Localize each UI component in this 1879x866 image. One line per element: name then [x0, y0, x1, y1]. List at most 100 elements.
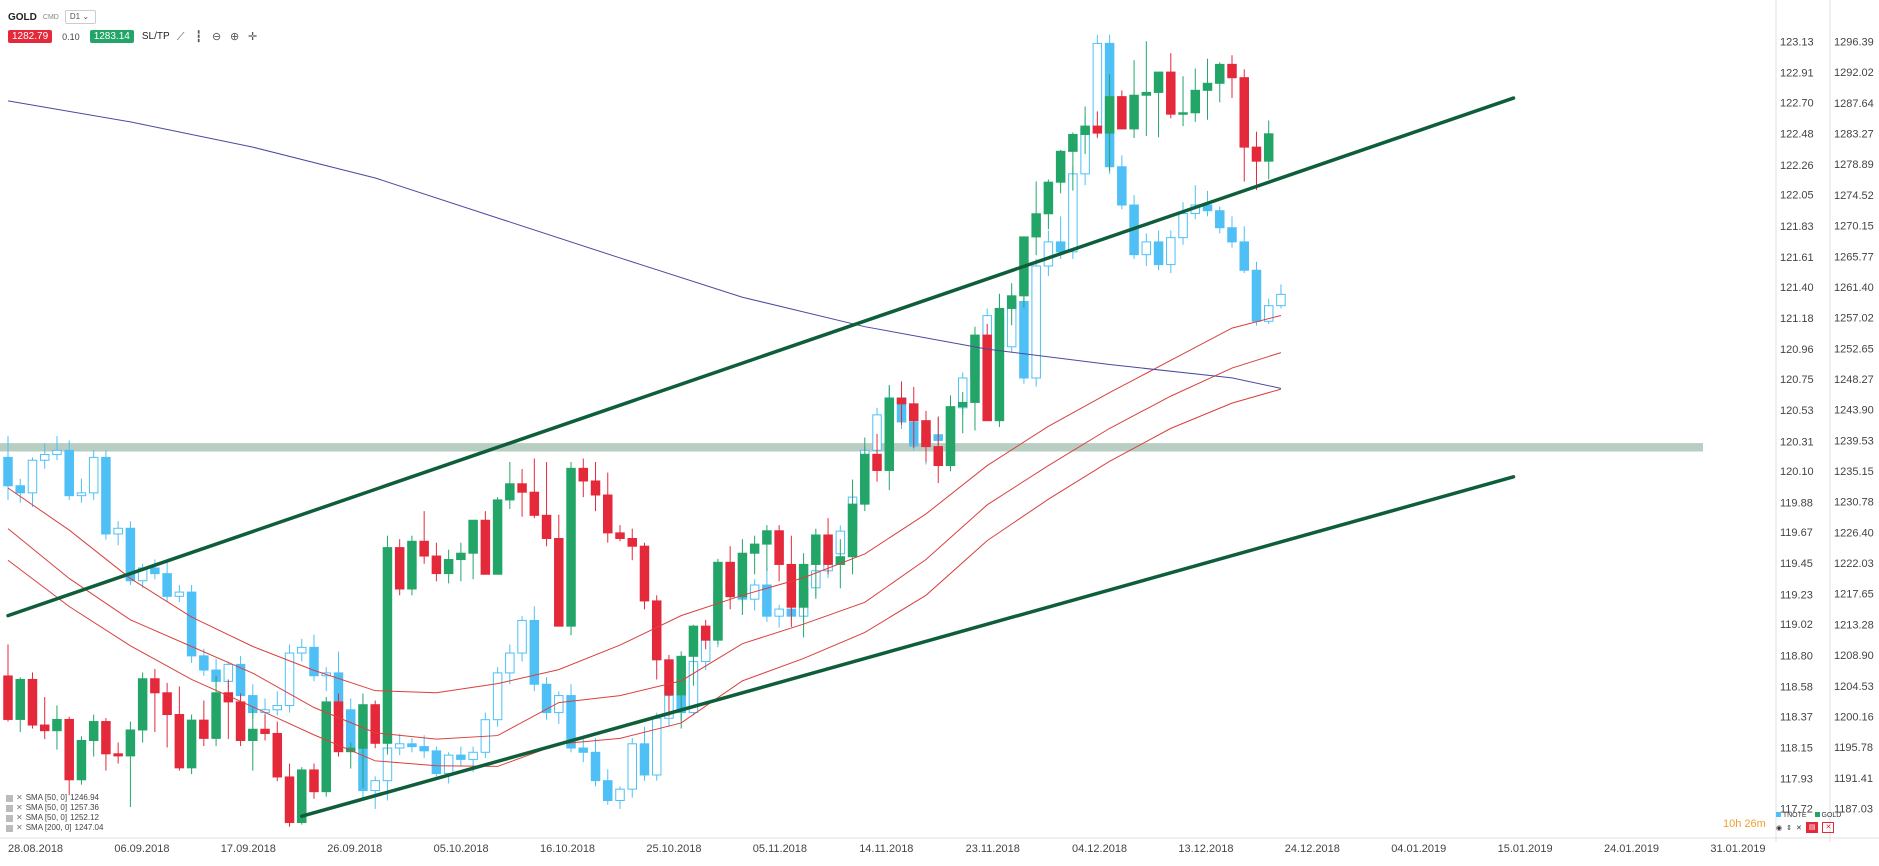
- gold-candle: [664, 659, 674, 696]
- tnote-axis-tick: 122.26: [1780, 160, 1814, 172]
- tnote-axis-tick: 119.02: [1780, 619, 1813, 631]
- gold-candle: [994, 307, 1005, 422]
- gold-candle: [651, 600, 662, 661]
- legend-value: 1252.12: [70, 813, 99, 822]
- eye-icon[interactable]: ◉: [1776, 824, 1783, 832]
- tnote-candle: [39, 454, 50, 461]
- tnote-candle: [174, 591, 185, 597]
- gold-axis-tick: 1208.90: [1834, 650, 1874, 662]
- sort-icon[interactable]: ⇕: [1786, 824, 1792, 832]
- candle-chart-icon[interactable]: ┇: [195, 30, 202, 43]
- buy-price-button[interactable]: 1283.14: [89, 30, 134, 43]
- tnote-candle: [651, 717, 662, 776]
- gold-candle: [517, 483, 527, 493]
- tnote-candle: [309, 646, 319, 677]
- tnote-axis-tick: 118.80: [1780, 650, 1813, 662]
- tnote-candle: [345, 709, 356, 749]
- gold-candle: [700, 625, 711, 641]
- crosshair-icon[interactable]: ✛: [248, 30, 258, 43]
- tnote-candle: [1276, 293, 1286, 307]
- settings-icon[interactable]: [6, 824, 13, 832]
- close-icon[interactable]: ✕: [16, 813, 23, 822]
- zoom-in-icon[interactable]: ⊕: [230, 30, 240, 43]
- gold-badge[interactable]: GOLD: [1814, 812, 1842, 819]
- tnote-axis-tick: 123.13: [1780, 37, 1814, 49]
- gold-candle: [174, 714, 185, 769]
- tnote-candle: [1141, 241, 1152, 256]
- legend-row[interactable]: ✕ SMA [50, 0] 1252.12: [6, 813, 103, 823]
- gold-candle: [505, 483, 515, 501]
- tnote-candle: [1031, 265, 1041, 379]
- tnote-badge[interactable]: TNOTE: [1776, 812, 1807, 819]
- gold-candle: [64, 718, 74, 781]
- legend-value: 1246.94: [70, 793, 99, 802]
- gold-candle: [248, 728, 258, 741]
- close-icon[interactable]: ✕: [1822, 822, 1835, 833]
- gold-candle: [125, 729, 136, 757]
- gold-axis-tick: 1252.65: [1834, 343, 1874, 355]
- gold-axis-tick: 1287.64: [1834, 98, 1874, 110]
- date-axis-tick: 05.11.2018: [753, 843, 807, 855]
- tnote-candle: [1166, 237, 1176, 266]
- gold-candle: [933, 446, 943, 467]
- gold-candle: [1202, 82, 1213, 91]
- tnote-candle: [419, 746, 429, 752]
- settings-icon[interactable]: [6, 794, 13, 802]
- badge-row: TNOTE GOLD: [1776, 812, 1841, 819]
- date-axis-tick: 25.10.2018: [646, 843, 701, 855]
- settings-icon[interactable]: [6, 814, 13, 822]
- legend-row[interactable]: ✕ SMA [200, 0] 1247.04: [6, 823, 103, 833]
- settings-icon[interactable]: ▤: [1805, 822, 1819, 833]
- gold-candle: [15, 678, 25, 720]
- gold-candle: [27, 678, 38, 726]
- tnote-candle: [431, 750, 442, 775]
- symbol-name[interactable]: GOLD: [8, 11, 37, 23]
- gold-candle: [627, 537, 637, 547]
- gold-candle: [1263, 133, 1274, 162]
- gold-candle: [321, 701, 331, 793]
- legend-row[interactable]: ✕ SMA [50, 0] 1246.94: [6, 793, 103, 803]
- gold-candle: [1251, 146, 1262, 162]
- timeframe-select[interactable]: D1 ⌄: [64, 10, 97, 24]
- legend-row[interactable]: ✕ SMA [50, 0] 1257.36: [6, 803, 103, 813]
- tnote-axis-tick: 121.18: [1780, 313, 1814, 325]
- zoom-out-icon[interactable]: ⊖: [212, 30, 222, 43]
- tnote-candle: [1178, 213, 1188, 239]
- tnote-label: TNOTE: [1782, 812, 1807, 819]
- tnote-axis-tick: 121.40: [1780, 282, 1814, 294]
- gold-axis-tick: 1230.78: [1834, 497, 1874, 509]
- tnote-candle: [554, 695, 564, 714]
- gold-candle: [713, 561, 723, 641]
- tnote-candle: [272, 705, 283, 711]
- settings-icon[interactable]: [6, 804, 13, 812]
- gold-candle: [725, 561, 735, 598]
- date-axis-tick: 26.09.2018: [327, 843, 382, 855]
- gold-candle: [382, 547, 393, 744]
- line-chart-icon[interactable]: ⟋: [176, 30, 185, 43]
- gold-axis-tick: 1204.53: [1834, 681, 1874, 693]
- gold-candle: [749, 543, 760, 554]
- legend-label: SMA [50, 0]: [25, 803, 68, 812]
- gold-candle: [309, 769, 319, 793]
- legend-label: SMA [50, 0]: [25, 793, 68, 802]
- close-icon[interactable]: ✕: [16, 793, 23, 802]
- gold-candle: [492, 499, 503, 575]
- gold-candle: [101, 721, 111, 755]
- gold-candle: [137, 678, 148, 731]
- tnote-candle: [762, 584, 772, 617]
- gold-candle: [1190, 89, 1201, 114]
- tnote-candle: [566, 695, 576, 749]
- close-icon[interactable]: ✕: [16, 803, 23, 812]
- gold-candle: [798, 563, 809, 608]
- gold-label: GOLD: [1821, 812, 1842, 819]
- sltp-button[interactable]: SL/TP: [141, 31, 170, 42]
- sell-price-button[interactable]: 1282.79: [8, 30, 53, 43]
- gold-candle: [541, 514, 552, 539]
- tnote-axis-tick: 122.05: [1780, 190, 1814, 202]
- sma-line: [7, 352, 1282, 740]
- close-icon[interactable]: ✕: [1795, 824, 1802, 832]
- tnote-candle: [64, 449, 74, 497]
- close-icon[interactable]: ✕: [16, 823, 23, 832]
